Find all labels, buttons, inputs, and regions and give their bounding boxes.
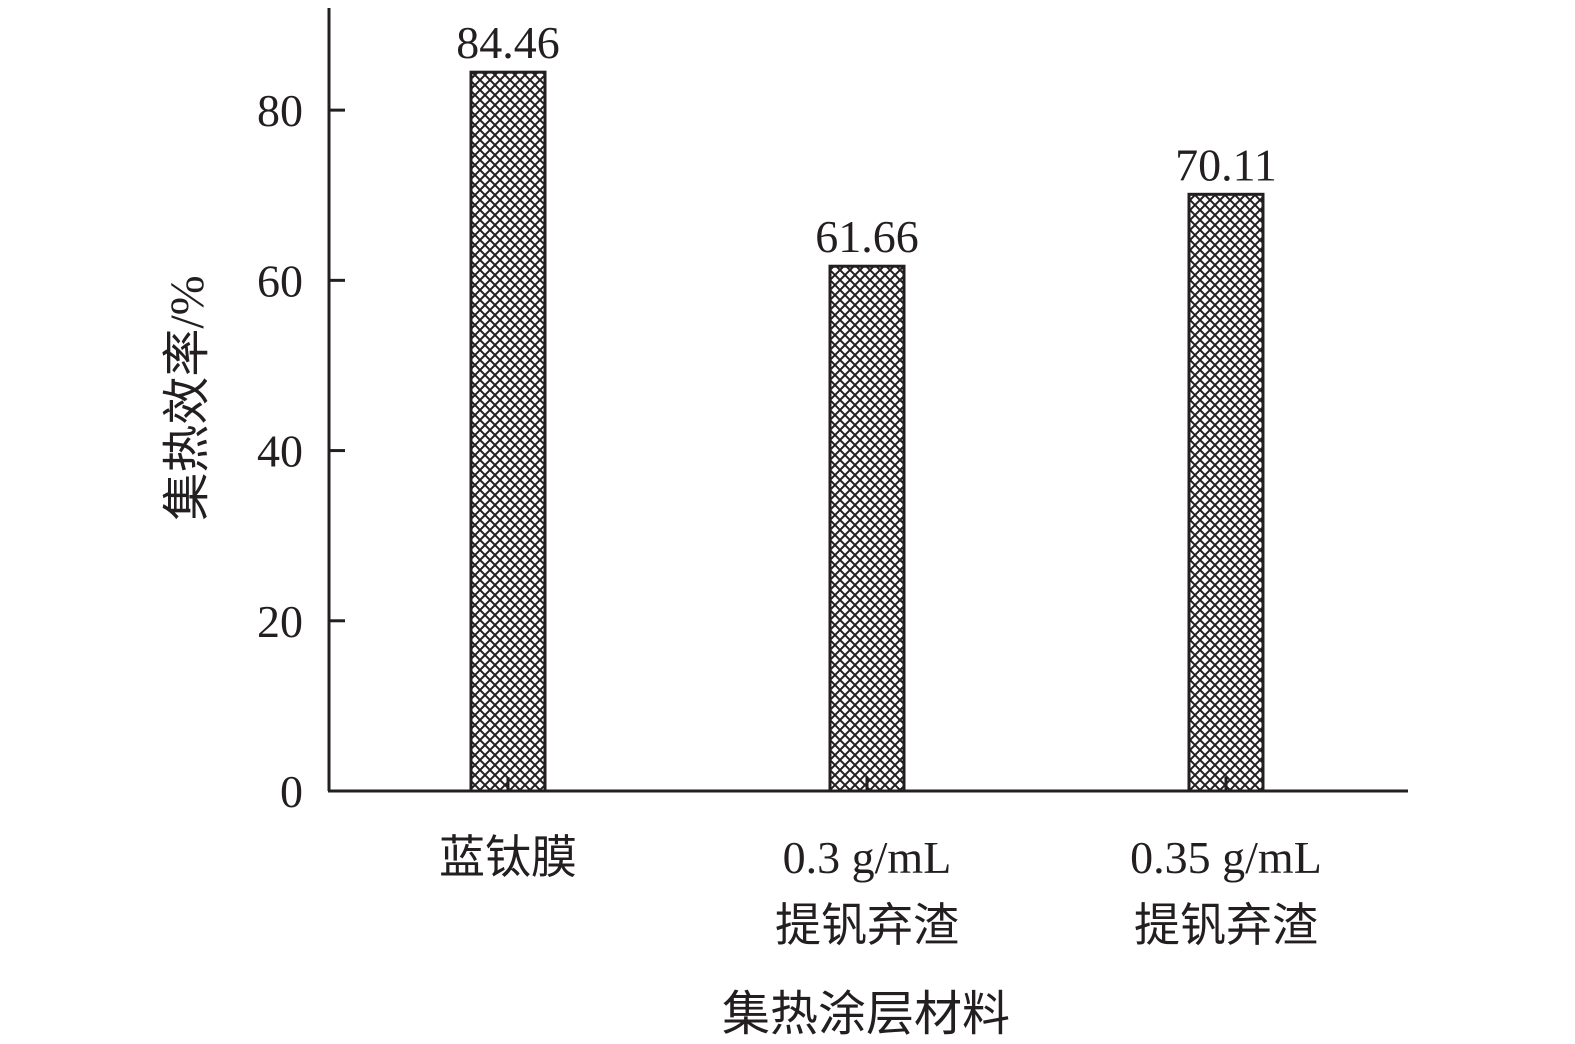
x-tick-label-2-0: 0.35 g/mL: [1130, 832, 1322, 883]
bar-2: [1187, 192, 1265, 793]
plot-area: 84.46 61.66 70.11 0 20 40 60 80 蓝钛膜 0.3 g/mL 提钒弃渣 0…: [257, 8, 1408, 951]
x-axis-title: 集热涂层材料: [722, 988, 1010, 1041]
bar-1: [828, 264, 906, 793]
y-tick-label-4: 80: [257, 85, 303, 136]
x-tick-label-1-1: 提钒弃渣: [775, 900, 959, 951]
y-tick-label-3: 60: [257, 255, 303, 306]
y-tick-label-0: 0: [280, 766, 303, 817]
data-label-0: 84.46: [456, 17, 560, 68]
data-label-2: 70.11: [1175, 139, 1277, 190]
y-tick-label-1: 20: [257, 596, 303, 647]
x-tick-label-2-1: 提钒弃渣: [1134, 900, 1318, 951]
x-tick-label-0-0: 蓝钛膜: [439, 832, 577, 883]
x-tick-label-1-0: 0.3 g/mL: [783, 832, 952, 883]
bar-0: [469, 70, 547, 793]
y-axis-title: 集热效率/%: [161, 275, 214, 520]
y-tick-label-2: 40: [257, 426, 303, 477]
data-label-1: 61.66: [815, 211, 919, 262]
